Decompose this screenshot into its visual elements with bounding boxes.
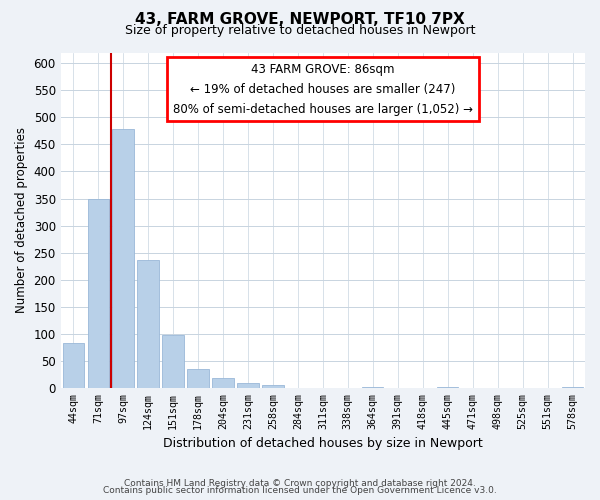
Bar [137,260,158,388]
Bar [212,378,233,388]
Text: Contains HM Land Registry data © Crown copyright and database right 2024.: Contains HM Land Registry data © Crown c… [124,478,476,488]
Bar [112,130,134,388]
Bar [62,343,84,388]
Text: 43, FARM GROVE, NEWPORT, TF10 7PX: 43, FARM GROVE, NEWPORT, TF10 7PX [135,12,465,28]
Bar [362,386,383,388]
Bar [262,385,284,388]
Text: Contains public sector information licensed under the Open Government Licence v3: Contains public sector information licen… [103,486,497,495]
Bar [187,369,209,388]
Text: 43 FARM GROVE: 86sqm
← 19% of detached houses are smaller (247)
80% of semi-deta: 43 FARM GROVE: 86sqm ← 19% of detached h… [173,62,473,116]
Text: Size of property relative to detached houses in Newport: Size of property relative to detached ho… [125,24,475,37]
Y-axis label: Number of detached properties: Number of detached properties [15,127,28,313]
Bar [163,336,184,388]
Bar [88,198,109,388]
X-axis label: Distribution of detached houses by size in Newport: Distribution of detached houses by size … [163,437,483,450]
Bar [238,384,259,388]
